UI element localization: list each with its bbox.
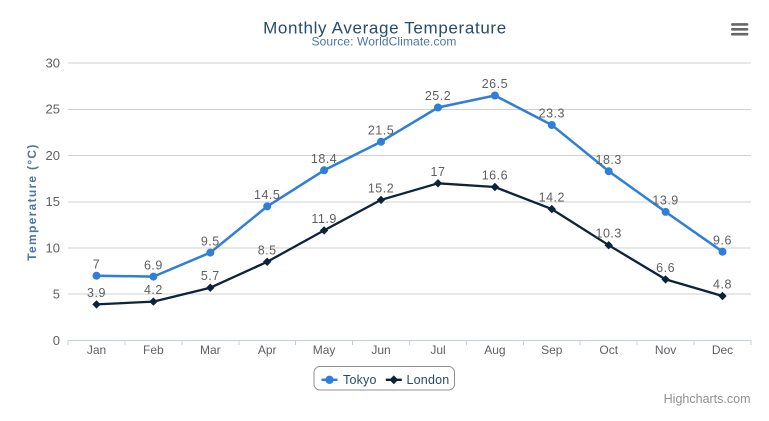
svg-text:15.2: 15.2 <box>368 181 394 195</box>
svg-text:15: 15 <box>46 194 60 209</box>
svg-text:4.8: 4.8 <box>713 278 732 292</box>
svg-text:21.5: 21.5 <box>368 123 394 137</box>
svg-text:14.5: 14.5 <box>254 188 280 202</box>
svg-text:London: London <box>407 373 450 387</box>
svg-text:17: 17 <box>431 165 446 179</box>
svg-text:9.6: 9.6 <box>713 233 732 247</box>
svg-text:18.3: 18.3 <box>596 153 622 167</box>
svg-text:3.9: 3.9 <box>87 286 106 300</box>
svg-text:Source: WorldClimate.com: Source: WorldClimate.com <box>312 34 457 48</box>
svg-text:23.3: 23.3 <box>539 107 565 121</box>
svg-text:0: 0 <box>53 333 60 348</box>
svg-text:Jul: Jul <box>430 343 445 357</box>
svg-text:14.2: 14.2 <box>539 191 565 205</box>
svg-text:20: 20 <box>46 148 60 163</box>
svg-text:Feb: Feb <box>143 343 164 357</box>
svg-text:7: 7 <box>93 257 100 271</box>
svg-text:11.9: 11.9 <box>311 212 336 226</box>
svg-text:6.6: 6.6 <box>656 261 675 275</box>
svg-text:Sep: Sep <box>541 343 563 357</box>
svg-text:Tokyo: Tokyo <box>343 373 377 387</box>
svg-text:30: 30 <box>46 56 60 71</box>
svg-text:Monthly Average Temperature: Monthly Average Temperature <box>263 18 507 37</box>
svg-text:Apr: Apr <box>258 343 277 357</box>
svg-text:May: May <box>313 343 336 357</box>
svg-text:Mar: Mar <box>200 343 221 357</box>
svg-text:5: 5 <box>53 287 60 302</box>
svg-text:10: 10 <box>46 240 60 255</box>
svg-text:13.9: 13.9 <box>652 194 678 208</box>
svg-text:Aug: Aug <box>484 343 505 357</box>
svg-text:25.2: 25.2 <box>425 89 451 103</box>
svg-text:Dec: Dec <box>712 343 733 357</box>
svg-text:Nov: Nov <box>655 343 676 357</box>
svg-text:Oct: Oct <box>599 343 618 357</box>
svg-text:26.5: 26.5 <box>482 77 508 91</box>
svg-text:10.3: 10.3 <box>596 227 622 241</box>
svg-text:9.5: 9.5 <box>201 234 220 248</box>
svg-text:18.4: 18.4 <box>311 152 337 166</box>
svg-text:4.2: 4.2 <box>144 283 163 297</box>
svg-text:5.7: 5.7 <box>201 269 220 283</box>
svg-text:Temperature (°C): Temperature (°C) <box>25 143 39 260</box>
svg-text:Jan: Jan <box>87 343 106 357</box>
svg-text:Jun: Jun <box>371 343 390 357</box>
svg-text:16.6: 16.6 <box>482 169 508 183</box>
svg-text:8.5: 8.5 <box>258 243 277 257</box>
svg-text:25: 25 <box>46 102 60 117</box>
svg-text:6.9: 6.9 <box>144 258 163 272</box>
svg-text:Highcharts.com: Highcharts.com <box>664 392 751 406</box>
